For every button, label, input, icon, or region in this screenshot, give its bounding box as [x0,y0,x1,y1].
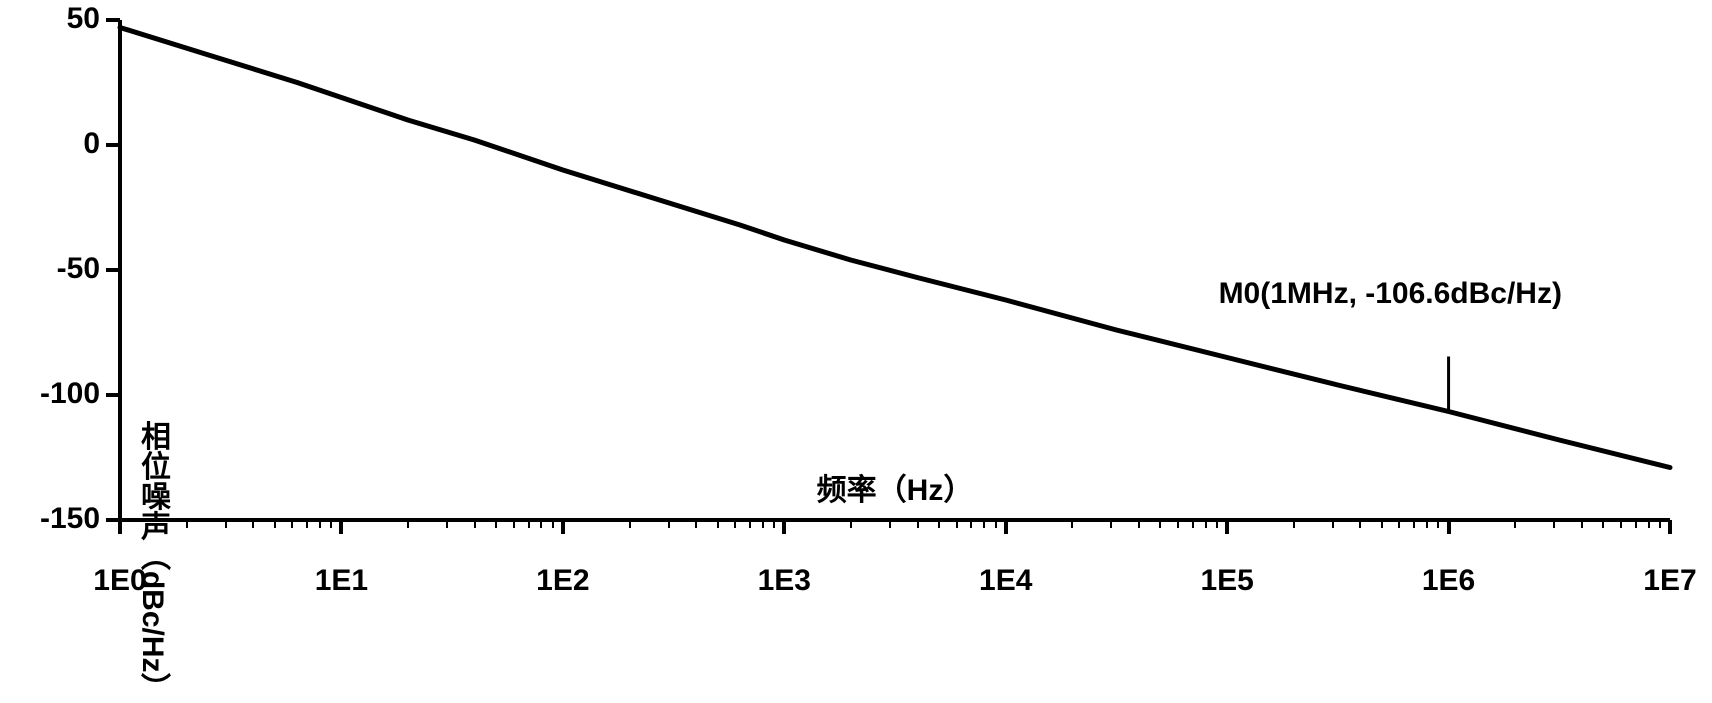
marker-label: M0(1MHz, -106.6dBc/Hz) [1219,277,1562,311]
phase-noise-series [120,28,1670,468]
phase-noise-chart [0,0,1712,621]
